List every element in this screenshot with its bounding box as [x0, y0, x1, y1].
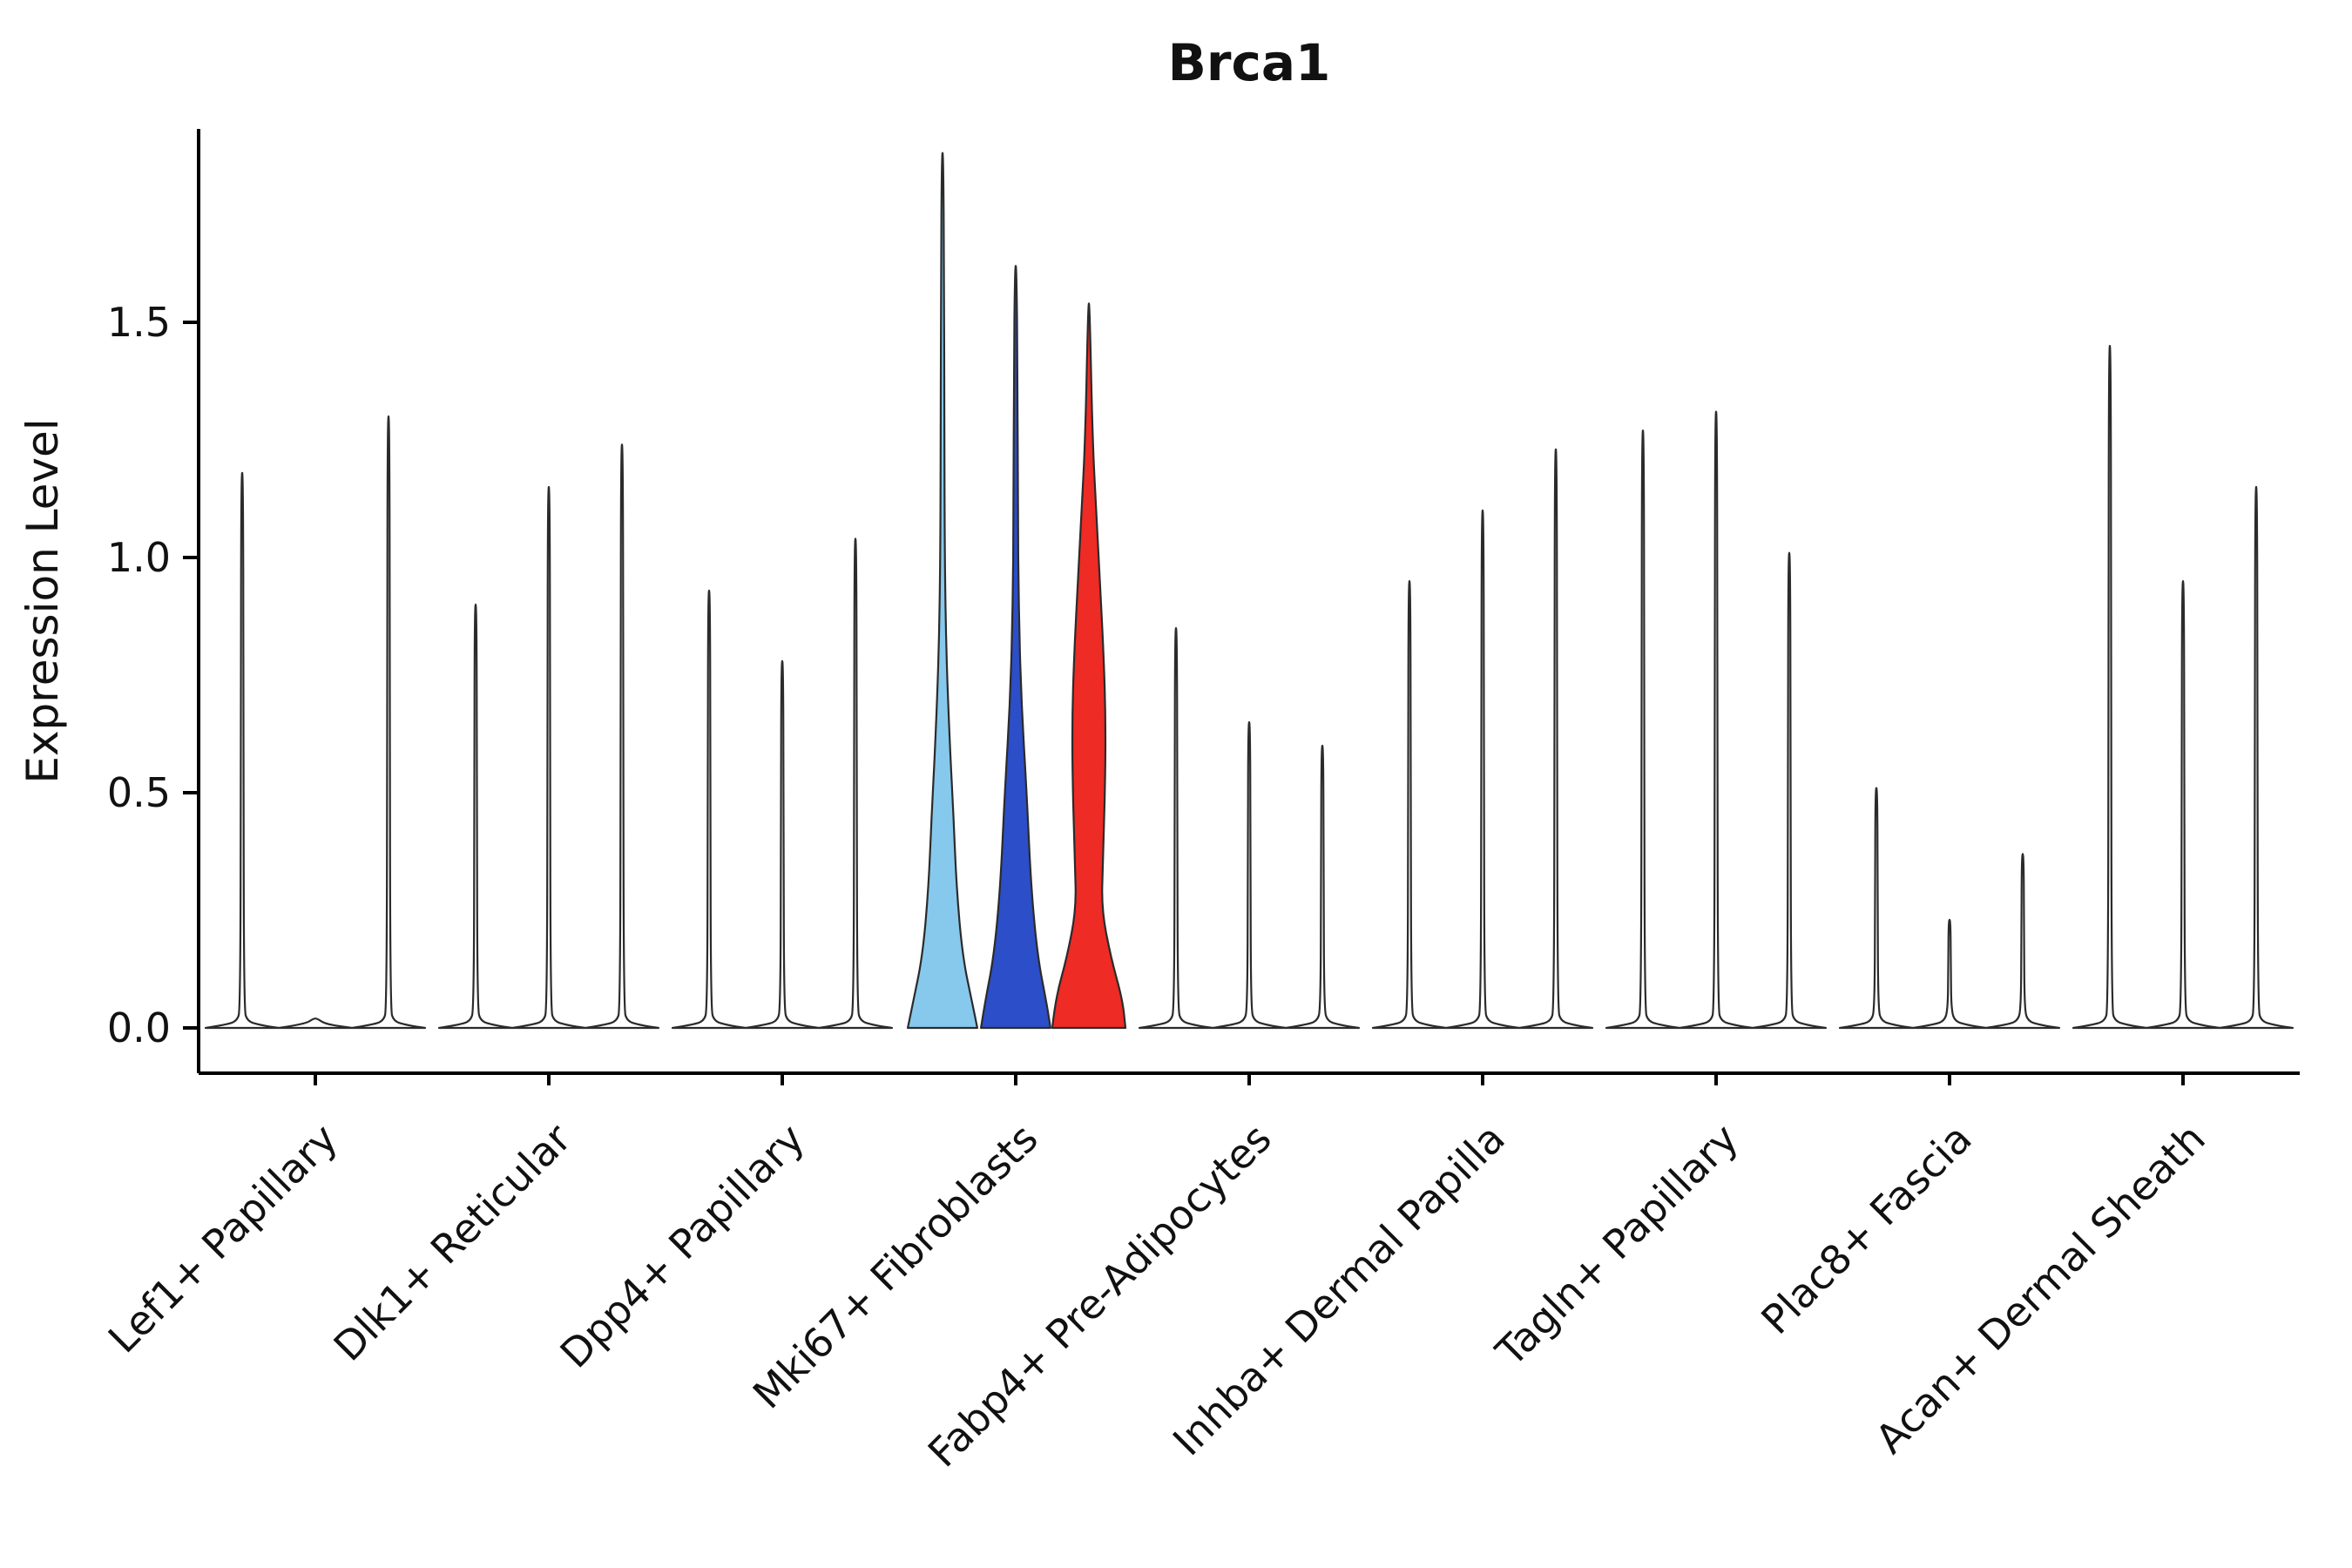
x-tick-label: Dlk1+ Reticular — [325, 1115, 580, 1370]
x-tick-label: Plac8+ Fascia — [1752, 1115, 1980, 1343]
violin-2-2 — [817, 537, 894, 1030]
violin-1-1 — [510, 485, 587, 1030]
violin-0-1 — [277, 1017, 354, 1030]
x-tick-label: Tagln+ Papillary — [1486, 1115, 1747, 1376]
violin-6-0 — [1605, 429, 1681, 1030]
violin-6-2 — [1751, 551, 1828, 1030]
y-tick-label: 0.5 — [107, 769, 171, 816]
violin-2-0 — [671, 589, 747, 1030]
violin-1-2 — [584, 443, 660, 1030]
violin-0-0 — [204, 471, 280, 1030]
violin-1-0 — [437, 603, 514, 1030]
violin-7-1 — [1911, 918, 1988, 1030]
y-axis-label: Expression Level — [17, 418, 68, 783]
violin-3-2 — [1051, 302, 1127, 1030]
x-tick-label: Lef1+ Papillary — [99, 1115, 347, 1362]
x-tick-label: Dpp4+ Papillary — [551, 1115, 814, 1377]
violin-0-2 — [350, 415, 427, 1030]
y-tick-label: 0.0 — [107, 1004, 171, 1051]
y-tick-label: 1.5 — [107, 299, 171, 346]
violin-5-0 — [1371, 579, 1448, 1030]
violin-4-0 — [1138, 626, 1214, 1030]
violin-7-0 — [1838, 787, 1915, 1030]
violin-3-1 — [980, 265, 1051, 1030]
violin-5-2 — [1517, 448, 1594, 1030]
y-tick-label: 1.0 — [107, 534, 171, 581]
violin-2-1 — [744, 659, 821, 1030]
violin-8-0 — [2072, 344, 2148, 1030]
violin-4-2 — [1284, 744, 1361, 1030]
violin-5-1 — [1444, 509, 1521, 1030]
violin-8-2 — [2218, 485, 2295, 1030]
violin-7-2 — [1984, 853, 2061, 1030]
violin-4-1 — [1211, 720, 1288, 1030]
violin-6-1 — [1678, 410, 1754, 1030]
violin-8-1 — [2145, 579, 2221, 1030]
chart-title: Brca1 — [1168, 33, 1331, 92]
violin-3-0 — [907, 152, 978, 1030]
